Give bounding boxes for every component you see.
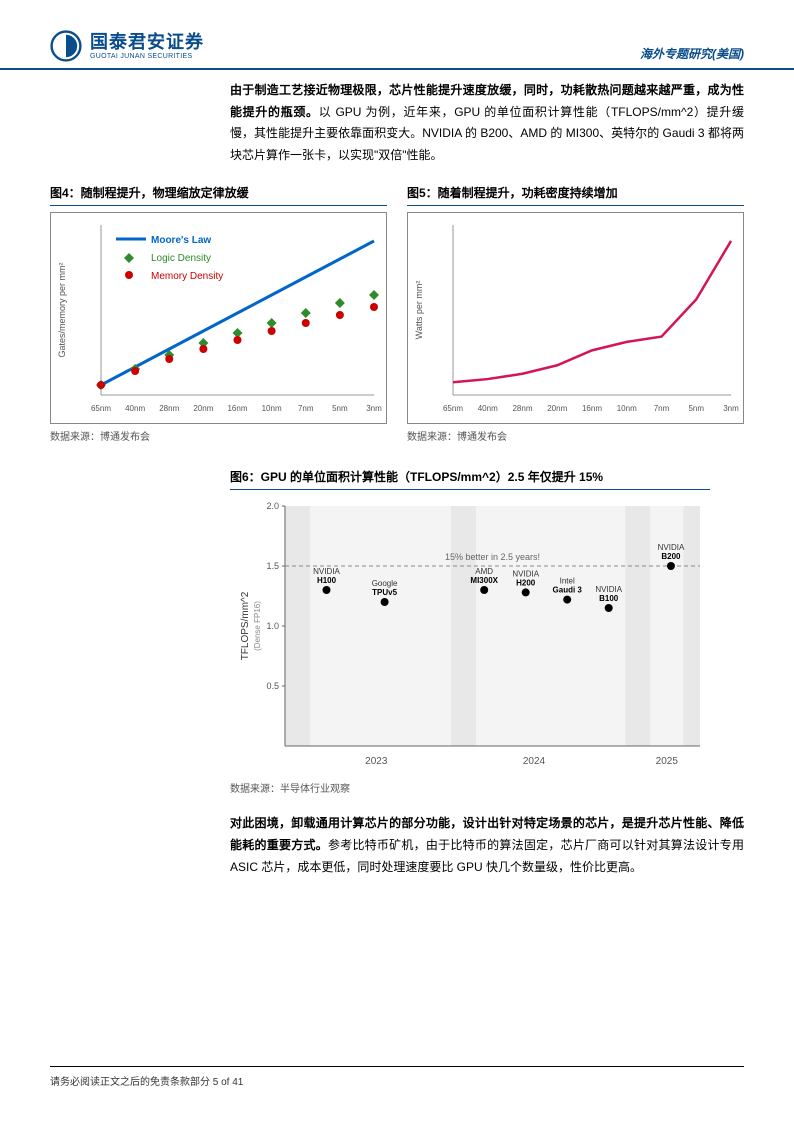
svg-text:16nm: 16nm xyxy=(227,404,247,413)
figure-4: 图4：随制程提升，物理缩放定律放缓 Moore's Law Logic Densi… xyxy=(50,184,387,443)
fig6-source: 数据来源：半导体行业观察 xyxy=(230,780,710,795)
company-logo-icon xyxy=(50,30,82,62)
svg-text:20nm: 20nm xyxy=(193,404,213,413)
svg-text:65nm: 65nm xyxy=(443,404,463,413)
page-footer: 请务必阅读正文之后的免责条款部分 5 of 41 xyxy=(50,1066,744,1088)
svg-text:65nm: 65nm xyxy=(91,404,111,413)
svg-text:Intel: Intel xyxy=(560,577,575,586)
svg-text:10nm: 10nm xyxy=(262,404,282,413)
svg-text:H100: H100 xyxy=(317,576,337,585)
svg-text:15% better in 2.5 years!: 15% better in 2.5 years! xyxy=(445,552,540,562)
svg-text:Watts per mm²: Watts per mm² xyxy=(414,281,424,340)
svg-text:1.5: 1.5 xyxy=(266,561,279,571)
header-category: 海外专题研究(美国) xyxy=(640,45,744,62)
fig6-title: 图6：GPU 的单位面积计算性能（TFLOPS/mm^2）2.5 年仅提升 15… xyxy=(230,468,710,490)
fig5-chart: Watts per mm² 65nm 40nm 28nm 20nm 16nm 10nm 7nm… xyxy=(408,213,743,423)
fig6-chart: 0.5 1.0 1.5 2.0 TFLOPS/mm^2(Dense FP16) 2023 2… xyxy=(230,496,710,776)
svg-text:28nm: 28nm xyxy=(159,404,179,413)
svg-text:Moore's Law: Moore's Law xyxy=(151,235,211,246)
svg-text:2025: 2025 xyxy=(656,756,679,767)
fig4-source: 数据来源：博通发布会 xyxy=(50,428,387,443)
svg-text:40nm: 40nm xyxy=(478,404,498,413)
paragraph-2: 对此困境，卸载通用计算芯片的部分功能，设计出针对特定场景的芯片，是提升芯片性能、… xyxy=(230,813,744,878)
svg-text:10nm: 10nm xyxy=(617,404,637,413)
logo-text-cn: 国泰君安证券 xyxy=(90,33,204,51)
svg-text:NVIDIA: NVIDIA xyxy=(512,570,539,579)
fig5-source: 数据来源：博通发布会 xyxy=(407,428,744,443)
svg-text:Memory Density: Memory Density xyxy=(151,271,223,282)
footer-text: 请务必阅读正文之后的免责条款部分 5 of 41 xyxy=(50,1077,243,1088)
svg-text:MI300X: MI300X xyxy=(470,576,498,585)
svg-text:Google: Google xyxy=(372,579,398,588)
svg-text:TFLOPS/mm^2: TFLOPS/mm^2 xyxy=(240,592,251,661)
svg-text:NVIDIA: NVIDIA xyxy=(658,543,685,552)
fig5-title: 图5：随着制程提升，功耗密度持续增加 xyxy=(407,184,744,206)
svg-text:7nm: 7nm xyxy=(654,404,670,413)
svg-text:AMD: AMD xyxy=(475,567,493,576)
svg-text:Gaudi 3: Gaudi 3 xyxy=(553,586,583,595)
svg-text:(Dense FP16): (Dense FP16) xyxy=(253,601,262,651)
figure-5: 图5：随着制程提升，功耗密度持续增加 Watts per mm² 65nm 40nm… xyxy=(407,184,744,443)
fig4-title: 图4：随制程提升，物理缩放定律放缓 xyxy=(50,184,387,206)
svg-text:Gates/memory per mm²: Gates/memory per mm² xyxy=(57,263,67,358)
svg-text:2023: 2023 xyxy=(365,756,388,767)
svg-text:B200: B200 xyxy=(661,552,681,561)
figure-6: 图6：GPU 的单位面积计算性能（TFLOPS/mm^2）2.5 年仅提升 15… xyxy=(230,468,710,795)
svg-text:1.0: 1.0 xyxy=(266,621,279,631)
svg-text:40nm: 40nm xyxy=(125,404,145,413)
svg-text:3nm: 3nm xyxy=(366,404,382,413)
svg-text:NVIDIA: NVIDIA xyxy=(595,585,622,594)
svg-text:3nm: 3nm xyxy=(723,404,739,413)
svg-text:5nm: 5nm xyxy=(688,404,704,413)
svg-text:TPUv5: TPUv5 xyxy=(372,588,397,597)
logo-text-en: GUOTAI JUNAN SECURITIES xyxy=(90,53,204,60)
page-header: 国泰君安证券 GUOTAI JUNAN SECURITIES 海外专题研究(美国… xyxy=(0,0,794,70)
svg-text:2024: 2024 xyxy=(523,756,546,767)
fig4-chart: Moore's Law Logic Density Memory Density Ga… xyxy=(51,213,386,423)
svg-text:H200: H200 xyxy=(516,579,536,588)
svg-text:5nm: 5nm xyxy=(332,404,348,413)
svg-text:Logic Density: Logic Density xyxy=(151,253,211,264)
logo: 国泰君安证券 GUOTAI JUNAN SECURITIES xyxy=(50,30,204,62)
svg-text:28nm: 28nm xyxy=(512,404,532,413)
svg-text:20nm: 20nm xyxy=(547,404,567,413)
svg-text:7nm: 7nm xyxy=(298,404,314,413)
figure-row: 图4：随制程提升，物理缩放定律放缓 Moore's Law Logic Densi… xyxy=(50,184,744,443)
svg-text:B100: B100 xyxy=(599,594,619,603)
svg-text:NVIDIA: NVIDIA xyxy=(313,567,340,576)
svg-text:16nm: 16nm xyxy=(582,404,602,413)
svg-text:0.5: 0.5 xyxy=(266,681,279,691)
svg-text:2.0: 2.0 xyxy=(266,501,279,511)
paragraph-1: 由于制造工艺接近物理极限，芯片性能提升速度放缓，同时，功耗散热问题越来越严重，成… xyxy=(230,80,744,166)
